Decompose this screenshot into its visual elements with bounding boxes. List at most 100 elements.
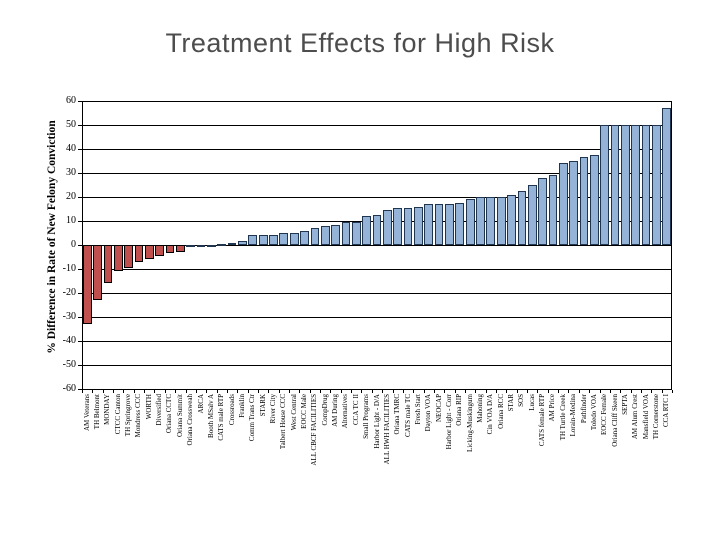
y-tick-mark — [78, 389, 82, 390]
bar — [134, 245, 144, 262]
bar — [207, 245, 216, 247]
bar — [589, 155, 599, 245]
bar — [258, 235, 268, 245]
y-tick-label: 10 — [66, 215, 76, 226]
bar — [351, 222, 361, 245]
x-tick-mark — [537, 390, 539, 393]
x-category-label: CTCC Canton — [113, 394, 122, 435]
bar — [662, 108, 672, 245]
x-tick-mark — [340, 390, 342, 393]
x-tick-mark — [185, 390, 187, 393]
x-tick-mark — [661, 390, 663, 393]
y-tick-mark — [78, 293, 82, 294]
x-category-label: Franklin — [237, 394, 246, 418]
x-tick-mark — [82, 390, 83, 393]
x-tick-mark — [444, 390, 446, 393]
y-tick-label: -10 — [62, 263, 76, 274]
bar — [548, 175, 558, 245]
x-category-label: SOS — [517, 394, 526, 407]
x-tick-mark — [299, 390, 301, 393]
x-category-label: EOCC Female — [600, 394, 609, 436]
bar — [331, 224, 340, 245]
x-category-label: CATS male TC — [403, 394, 412, 438]
y-tick-mark — [78, 341, 82, 342]
x-tick-mark — [195, 390, 197, 393]
x-category-label: NEOCAP — [434, 394, 443, 423]
x-category-label: Oriana CCTC — [165, 394, 174, 434]
y-tick-label: 30 — [66, 167, 76, 178]
x-tick-mark — [123, 390, 125, 393]
x-tick-mark — [609, 390, 611, 393]
x-axis-category-labels: AM Veterans TH Belmont MONDAY CTCC Canton TH… — [82, 394, 677, 514]
x-tick-mark — [496, 390, 498, 393]
bar — [496, 197, 506, 245]
y-tick-label: -30 — [62, 311, 76, 322]
x-category-label: WORTH — [144, 394, 153, 420]
x-category-label: AM During — [331, 394, 340, 427]
bar — [217, 243, 227, 246]
bar — [269, 235, 278, 245]
x-category-label: Mansfield VOA — [641, 394, 650, 440]
x-tick-mark — [516, 390, 518, 393]
x-tick-mark — [589, 390, 591, 393]
bar — [238, 241, 247, 245]
x-category-label: Oriana TMRC — [393, 394, 402, 435]
bar — [155, 245, 164, 256]
x-category-label: Diversified — [155, 394, 164, 426]
x-category-label: Oriana RCC — [496, 394, 505, 429]
x-category-label: West Central — [289, 394, 298, 431]
x-tick-mark — [175, 390, 177, 393]
x-tick-mark — [102, 390, 104, 393]
bar — [341, 222, 351, 245]
y-tick-mark — [78, 269, 82, 270]
x-tick-mark — [558, 390, 560, 393]
bar — [579, 157, 589, 245]
bar — [175, 245, 185, 253]
bar — [434, 204, 444, 245]
bar — [486, 197, 496, 245]
x-category-label: TH Cornerstone — [651, 394, 660, 440]
x-category-label: Licking-Muskingum — [465, 394, 474, 452]
x-category-label: Harbor Light - D/A — [372, 394, 381, 449]
x-tick-mark — [620, 390, 622, 393]
x-category-label: TH Springrove — [124, 394, 133, 437]
bar — [310, 228, 320, 245]
gridline — [82, 101, 672, 102]
gridline — [82, 317, 672, 318]
x-tick-mark — [351, 390, 353, 393]
x-category-label: Alternatives — [341, 394, 350, 429]
x-category-label: TH Turtle Creek — [558, 394, 567, 441]
y-tick-mark — [78, 101, 82, 102]
x-category-label: MONDAY — [103, 394, 112, 425]
gridline — [82, 293, 672, 294]
y-tick-label: 40 — [66, 143, 76, 154]
x-tick-mark — [454, 390, 456, 393]
chart-title: Treatment Effects for High Risk — [165, 28, 555, 58]
bar — [279, 233, 289, 245]
bar — [248, 235, 258, 245]
x-tick-mark — [268, 390, 270, 393]
x-tick-mark — [568, 390, 570, 393]
y-tick-label: -50 — [62, 359, 76, 370]
gridline — [82, 173, 672, 174]
x-category-label: Oriana Summit — [175, 394, 184, 437]
bar — [393, 207, 403, 245]
x-tick-mark — [547, 390, 549, 393]
x-tick-mark — [630, 390, 632, 393]
x-category-label: Mondress CCC — [134, 394, 143, 438]
bar — [507, 194, 516, 245]
bar — [517, 191, 527, 245]
bar — [300, 230, 309, 245]
bar — [414, 206, 423, 245]
gridline — [82, 269, 672, 270]
x-tick-mark — [527, 390, 529, 393]
x-tick-mark — [578, 390, 580, 393]
bar — [652, 125, 661, 245]
x-category-label: STARK — [258, 394, 267, 417]
bar — [527, 185, 537, 245]
gridline — [82, 197, 672, 198]
y-tick-label: -40 — [62, 335, 76, 346]
y-tick-label: 60 — [66, 95, 76, 106]
x-axis-zero-line — [82, 245, 672, 246]
